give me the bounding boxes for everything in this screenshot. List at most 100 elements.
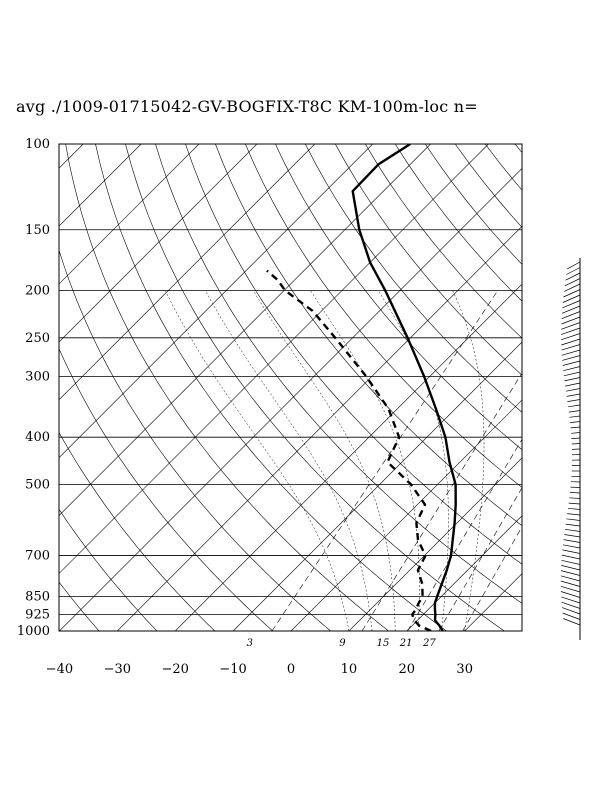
dry-adiabat-line <box>424 144 522 265</box>
wind-barb <box>565 382 581 387</box>
wind-barb <box>560 591 581 598</box>
wind-barb <box>566 393 581 397</box>
pressure-tick-label: 150 <box>25 223 50 238</box>
wind-barb <box>561 349 581 356</box>
wind-barb <box>561 607 581 615</box>
wind-barb <box>563 289 581 298</box>
wind-barb <box>561 322 581 330</box>
mixing-ratio-label: 27 <box>422 638 436 649</box>
temperature-tick-label: 30 <box>456 662 473 677</box>
dry-adiabat-line <box>95 144 447 631</box>
temperature-tick-label: −10 <box>219 662 246 677</box>
dry-adiabat-line <box>575 144 612 631</box>
mixing-ratio-labels: 3 9 15 21 27 <box>247 638 437 649</box>
wind-barb <box>560 327 581 335</box>
isotherm-line <box>59 144 142 227</box>
wind-barb <box>561 559 581 565</box>
wind-barb <box>569 497 581 499</box>
wind-barb <box>562 300 581 309</box>
mixing-ratio-label: 15 <box>377 638 390 649</box>
moist-adiabat-line <box>378 290 449 631</box>
wind-barb <box>562 360 581 366</box>
pressure-tick-label: 850 <box>25 590 50 605</box>
wind-barb <box>562 294 581 303</box>
mixing-ratio-label: 9 <box>339 638 346 649</box>
mixing-ratio-label: 3 <box>247 638 253 649</box>
isotherm-line <box>406 515 522 631</box>
isotherm-line <box>174 283 522 631</box>
isotherm-line <box>59 144 316 401</box>
dry-adiabat-line <box>454 144 522 228</box>
dry-adiabat-line <box>59 508 158 631</box>
temperature-tick-label: −40 <box>46 662 73 677</box>
pressure-tick-label: 300 <box>25 369 50 384</box>
dry-adiabat-line <box>155 144 522 604</box>
dry-adiabat-line <box>275 144 522 451</box>
isotherm-line <box>59 144 200 285</box>
wind-barb <box>565 272 581 281</box>
isotherm-line <box>232 341 522 631</box>
wind-barb <box>561 333 581 341</box>
dry-adiabat-line <box>305 144 522 413</box>
pressure-tick-label: 1000 <box>17 624 50 639</box>
wind-barb <box>567 261 581 270</box>
wind-barb <box>562 544 581 549</box>
wind-barb <box>561 305 581 314</box>
mixing-ratio-line <box>361 372 522 631</box>
isotherm-line <box>59 167 522 631</box>
wind-barb <box>562 612 581 620</box>
dry-adiabat-line <box>59 249 331 631</box>
wind-barb <box>571 437 581 439</box>
wind-barb <box>564 534 581 538</box>
sounding-series <box>266 144 457 631</box>
wind-barb <box>560 580 581 587</box>
dry-adiabat-line <box>545 144 612 631</box>
moist-adiabat-line <box>165 290 350 631</box>
chart-title: avg ./1009-01715042-GV-BOGFIX-T8C KM-100… <box>16 97 478 116</box>
wind-barb <box>561 601 581 609</box>
pressure-tick-label: 700 <box>25 549 50 564</box>
isotherm-line <box>290 399 522 631</box>
wind-barb <box>566 518 581 521</box>
wind-barb <box>571 432 581 434</box>
wind-barb <box>565 388 581 392</box>
wind-barb <box>561 554 581 560</box>
moist-adiabat-line <box>452 290 485 631</box>
wind-barb <box>568 502 581 505</box>
wind-barb <box>563 539 581 543</box>
wind-barb <box>560 575 581 582</box>
isotherm-line <box>59 144 489 574</box>
pressure-tick-label: 250 <box>25 331 50 346</box>
isotherm-line <box>0 144 25 631</box>
wind-barb <box>568 410 581 413</box>
pressure-tick-label: 200 <box>25 284 50 299</box>
wind-barb <box>561 565 581 571</box>
isotherm-line <box>523 144 612 631</box>
dry-adiabat-line <box>65 144 389 631</box>
isotherm-line <box>117 225 522 631</box>
wind-barb <box>571 443 581 445</box>
pressure-tick-label: 400 <box>25 430 50 445</box>
wind-barb <box>561 311 581 320</box>
wind-barb <box>564 278 581 287</box>
wind-barb <box>570 426 581 429</box>
pressure-tick-label: 100 <box>25 137 50 152</box>
wind-barb <box>567 399 581 402</box>
isotherm-line <box>348 457 522 631</box>
isotherm-lines <box>0 144 612 631</box>
plot-frame <box>58 143 523 632</box>
wind-barb <box>561 338 581 346</box>
wind-barb <box>566 267 581 275</box>
dewpoint-profile-line <box>266 269 432 631</box>
wind-barb <box>569 492 581 494</box>
wind-barb <box>563 366 581 372</box>
mixing-ratio-line <box>438 487 522 631</box>
moist-adiabat-lines <box>165 290 485 631</box>
wind-barb <box>562 549 581 554</box>
wind-barb <box>562 355 581 361</box>
wind-barb <box>563 371 581 377</box>
wind-barb <box>560 570 581 576</box>
wind-barb <box>561 344 581 351</box>
